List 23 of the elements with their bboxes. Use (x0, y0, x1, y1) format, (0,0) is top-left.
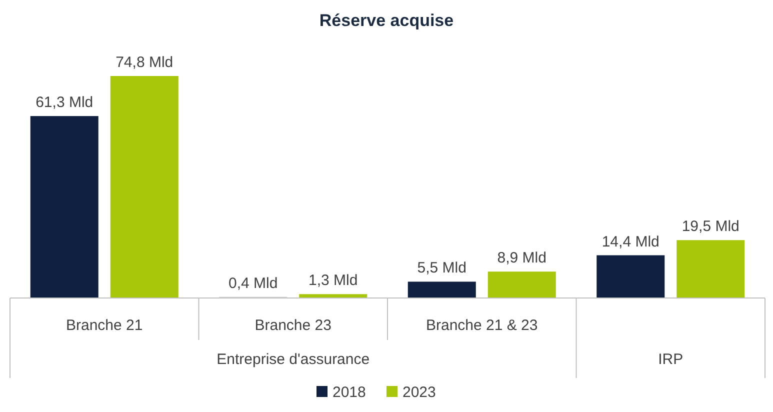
x-tick-label: Branche 23 (254, 317, 332, 334)
bar (299, 294, 368, 298)
bar (408, 282, 476, 298)
data-label: 8,9 Mld (497, 250, 546, 267)
data-label: 19,5 Mld (682, 218, 740, 236)
data-label: 61,3 Mld (36, 94, 94, 112)
text: Entreprise d'assurance (216, 351, 370, 368)
data-label: 14,4 Mld (602, 233, 660, 250)
bar (596, 255, 665, 298)
bar (30, 116, 98, 298)
chart-title: Réserve acquise (319, 11, 454, 30)
data-label: 0,4 Mld (228, 274, 278, 292)
data-label: 1,3 Mld (308, 272, 358, 290)
bar (110, 76, 178, 298)
bar (676, 240, 745, 298)
legend-label: 2018 (332, 384, 366, 401)
text: IRP (658, 351, 684, 368)
bar (488, 272, 556, 298)
x-tick-label: Branche 21 (66, 317, 143, 334)
legend-label: 2023 (402, 384, 436, 401)
x-tick-label: Branche 21 & 23 (426, 317, 538, 334)
data-label: 74,8 Mld (116, 54, 174, 71)
data-label: 5,5 Mld (417, 260, 466, 277)
